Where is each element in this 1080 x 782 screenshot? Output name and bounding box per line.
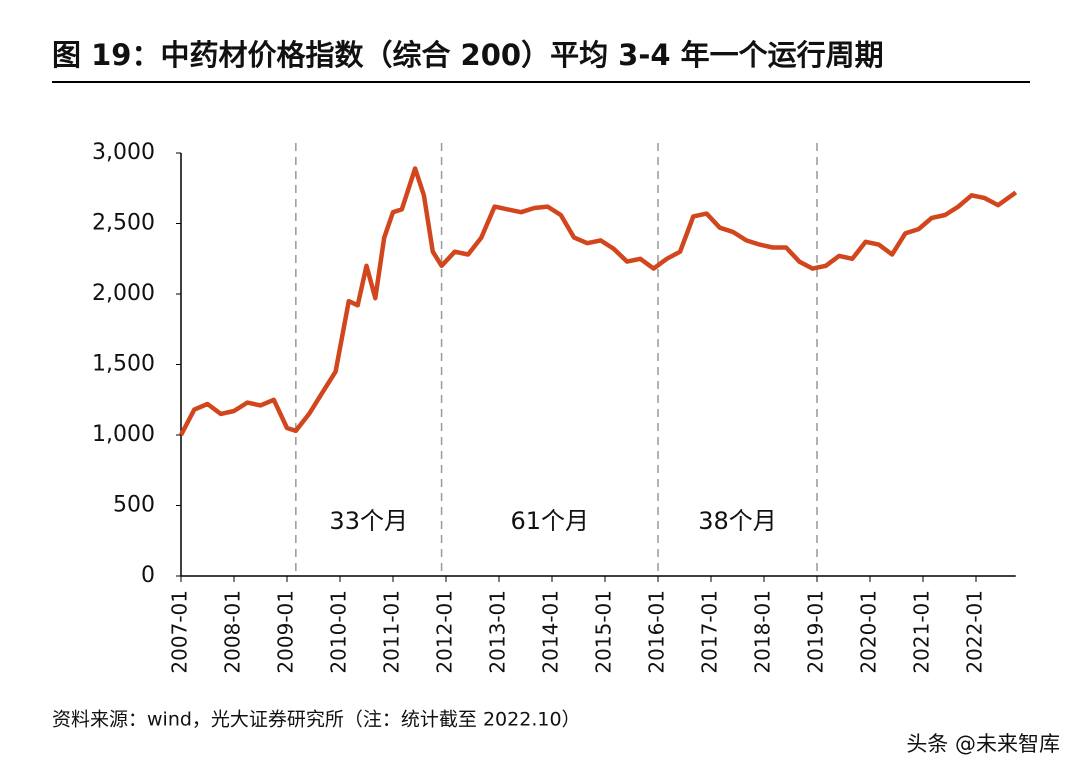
cycle-label: 38个月 <box>698 507 777 535</box>
series-line <box>179 166 1018 437</box>
y-tick-label: 2,500 <box>92 211 155 236</box>
cycle-label: 33个月 <box>329 507 408 535</box>
y-tick-label: 1,000 <box>92 422 155 447</box>
x-tick-label: 2010-01 <box>327 590 351 674</box>
x-tick-label: 2008-01 <box>221 590 245 674</box>
x-tick-label: 2011-01 <box>380 590 404 674</box>
source-note: 资料来源：wind，光大证券研究所（注：统计截至 2022.10） <box>52 709 581 731</box>
y-tick-label: 1,500 <box>92 352 155 377</box>
x-tick-label: 2016-01 <box>645 590 669 674</box>
x-tick-label: 2012-01 <box>433 590 457 674</box>
x-tick-label: 2021-01 <box>910 590 934 674</box>
x-tick-label: 2007-01 <box>168 590 192 674</box>
x-tick-label: 2022-01 <box>963 590 987 674</box>
x-tick-label: 2009-01 <box>274 590 298 674</box>
chart-title: 图 19：中药材价格指数（综合 200）平均 3-4 年一个运行周期 <box>52 38 884 72</box>
x-tick-label: 2015-01 <box>592 590 616 674</box>
y-tick-label: 2,000 <box>92 281 155 306</box>
x-tick-label: 2013-01 <box>486 590 510 674</box>
x-tick-label: 2018-01 <box>751 590 775 674</box>
cycle-label: 61个月 <box>511 507 590 535</box>
y-tick-label: 3,000 <box>92 140 155 165</box>
watermark: 头条 @未来智库 <box>906 732 1060 756</box>
y-tick-label: 500 <box>113 493 155 518</box>
x-tick-label: 2019-01 <box>804 590 828 674</box>
y-tick-label: 0 <box>141 563 155 588</box>
x-tick-label: 2017-01 <box>698 590 722 674</box>
x-tick-label: 2020-01 <box>857 590 881 674</box>
x-tick-label: 2014-01 <box>539 590 563 674</box>
